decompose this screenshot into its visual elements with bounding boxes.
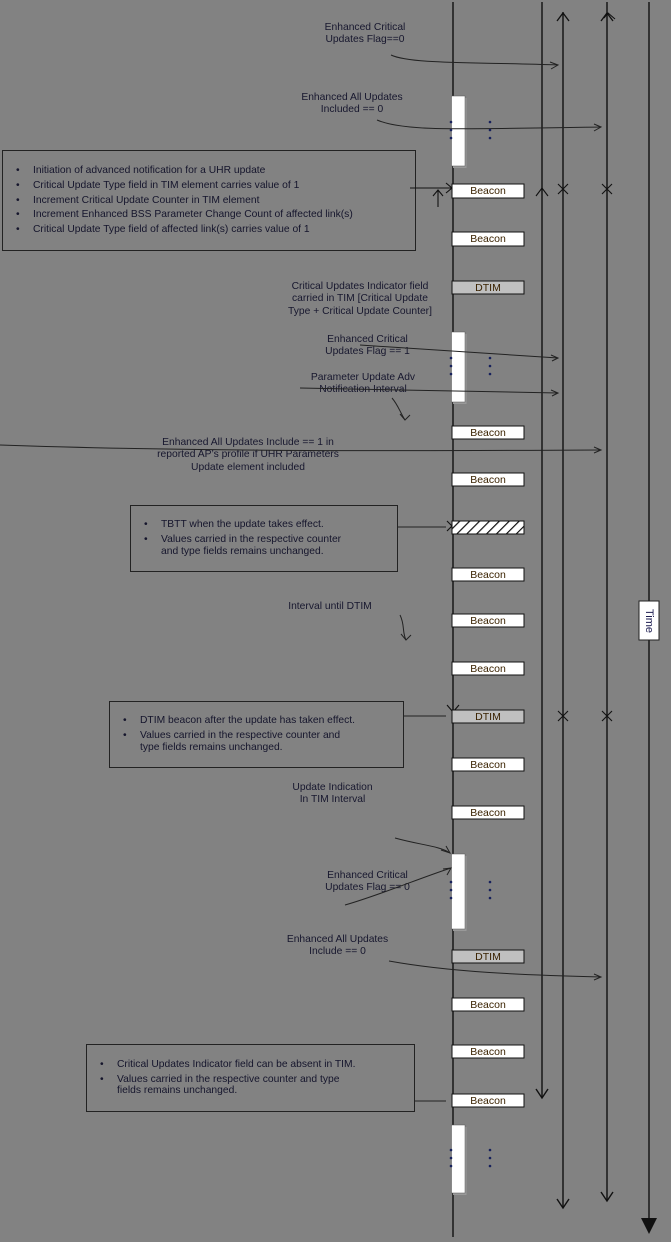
svg-text:Beacon: Beacon bbox=[470, 185, 506, 197]
svg-text:DTIM: DTIM bbox=[475, 711, 501, 723]
svg-text:Beacon: Beacon bbox=[470, 999, 506, 1011]
svg-text:Beacon: Beacon bbox=[470, 663, 506, 675]
svg-text:DTIM: DTIM bbox=[475, 951, 501, 963]
svg-text:Beacon: Beacon bbox=[470, 1046, 506, 1058]
svg-text:Beacon: Beacon bbox=[470, 427, 506, 439]
svg-text:Beacon: Beacon bbox=[470, 569, 506, 581]
svg-text:Beacon: Beacon bbox=[470, 233, 506, 245]
svg-text:Beacon: Beacon bbox=[470, 807, 506, 819]
svg-text:Beacon: Beacon bbox=[470, 759, 506, 771]
svg-text:Time: Time bbox=[643, 609, 655, 633]
svg-text:Beacon: Beacon bbox=[470, 1095, 506, 1107]
svg-text:Beacon: Beacon bbox=[470, 615, 506, 627]
svg-text:DTIM: DTIM bbox=[475, 282, 501, 294]
svg-text:Beacon: Beacon bbox=[470, 474, 506, 486]
